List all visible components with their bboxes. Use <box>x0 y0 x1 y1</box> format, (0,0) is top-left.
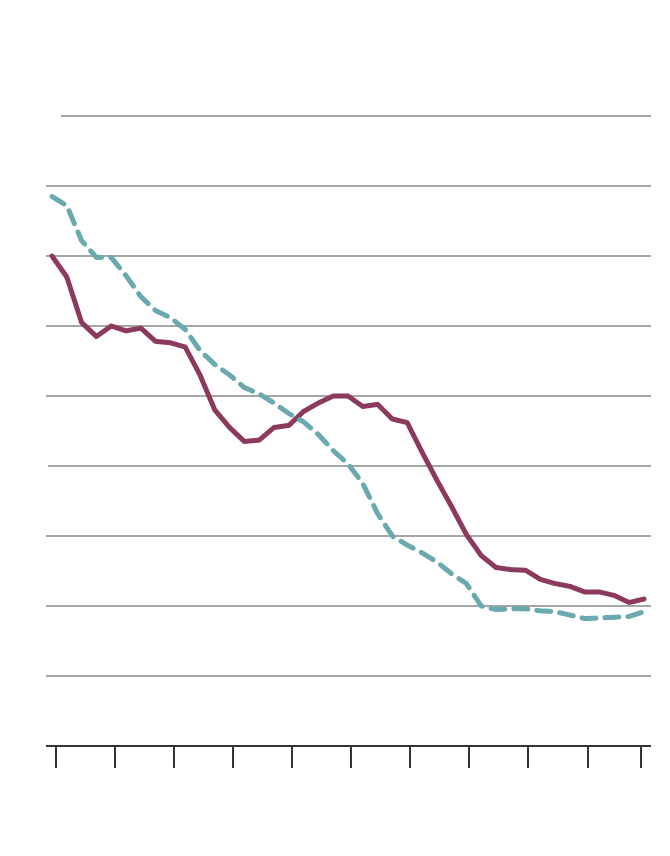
series-line-1 <box>49 253 647 605</box>
series-lines <box>49 194 647 622</box>
series-line-2 <box>49 194 647 622</box>
x-axis <box>46 745 651 768</box>
